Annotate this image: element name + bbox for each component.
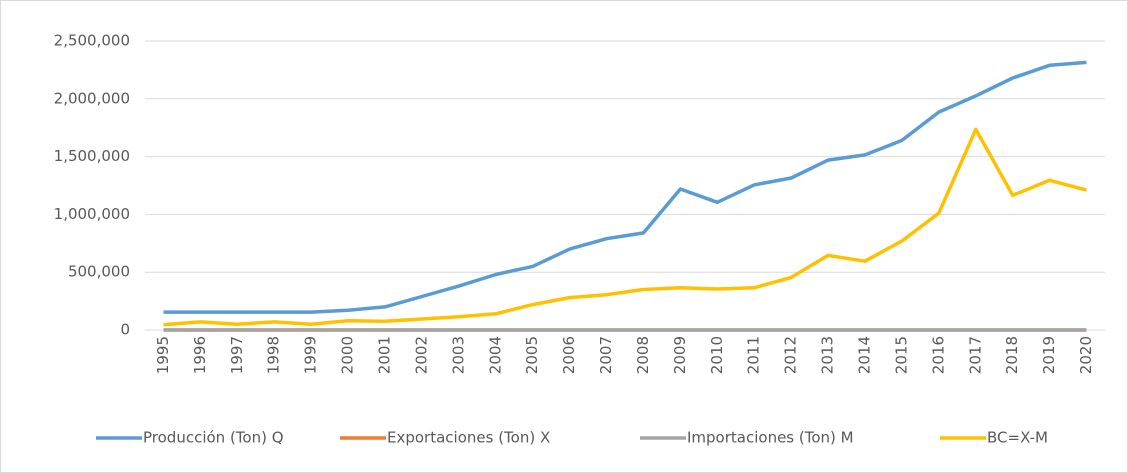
x-tick-label: 2006 [560, 336, 578, 374]
x-tick-label: 2016 [929, 336, 947, 374]
x-tick-label: 2008 [634, 336, 652, 374]
x-tick-label: 2007 [597, 336, 615, 374]
y-tick-label: 2,000,000 [54, 89, 130, 107]
legend-label: Producción (Ton) Q [143, 429, 284, 447]
x-tick-label: 2012 [782, 336, 800, 374]
x-tick-label: 2004 [486, 336, 504, 374]
x-tick-label: 2001 [376, 336, 394, 374]
x-tick-label: 2019 [1040, 336, 1058, 374]
x-tick-label: 2009 [671, 336, 689, 374]
x-tick-label: 1995 [154, 336, 172, 374]
x-tick-label: 2013 [819, 336, 837, 374]
x-tick-label: 2015 [892, 336, 910, 374]
x-tick-label: 1999 [302, 336, 320, 374]
x-tick-label: 2017 [966, 336, 984, 374]
x-tick-label: 2002 [412, 336, 430, 374]
y-tick-label: 0 [120, 321, 130, 339]
legend-label: Importaciones (Ton) M [687, 429, 854, 447]
x-tick-label: 1997 [228, 336, 246, 374]
y-tick-label: 500,000 [68, 263, 130, 281]
legend-label: Exportaciones (Ton) X [387, 429, 550, 447]
x-tick-label: 2010 [708, 336, 726, 374]
x-tick-label: 2011 [745, 336, 763, 374]
x-tick-label: 1996 [191, 336, 209, 374]
line-series [163, 60, 1087, 314]
x-tick-label: 2018 [1003, 336, 1021, 374]
y-tick-label: 1,500,000 [54, 147, 130, 165]
x-tick-label: 2005 [523, 336, 541, 374]
x-tick-label: 2003 [449, 336, 467, 374]
legend-label: BC=X-M [987, 429, 1048, 447]
x-tick-label: 1998 [265, 336, 283, 374]
x-tick-label: 2000 [339, 336, 357, 374]
x-tick-label: 2014 [856, 336, 874, 374]
y-tick-label: 1,000,000 [54, 205, 130, 223]
y-tick-label: 2,500,000 [54, 32, 130, 50]
line-series [163, 127, 1087, 327]
x-tick-label: 2020 [1077, 336, 1095, 374]
